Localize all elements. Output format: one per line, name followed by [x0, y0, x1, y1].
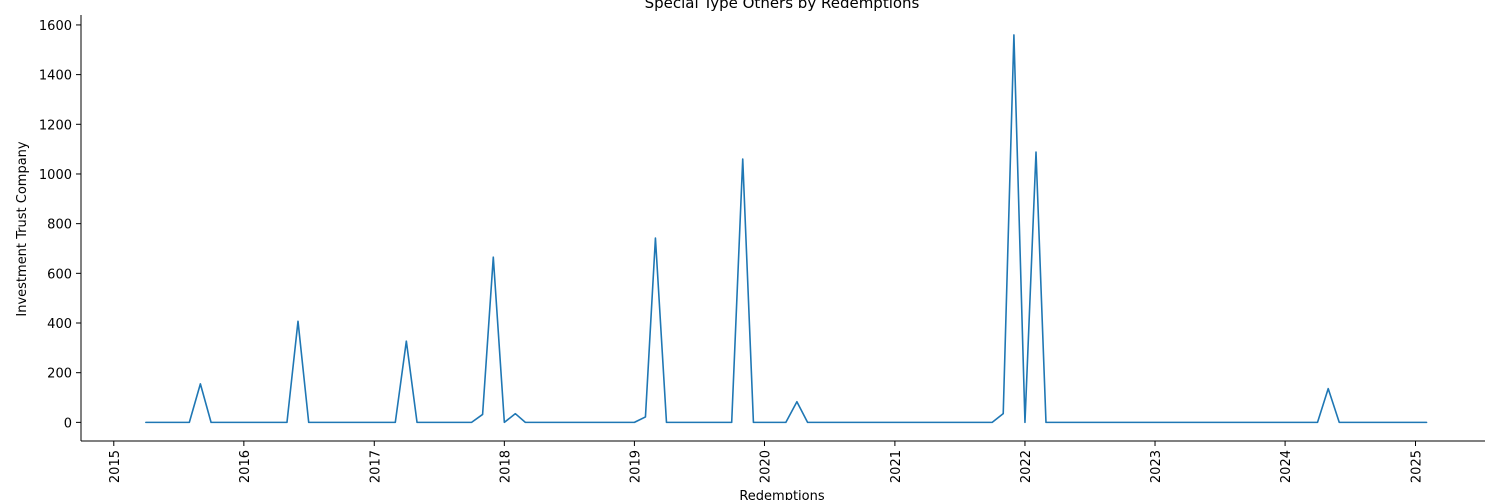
y-tick-label: 1400	[39, 69, 72, 84]
x-tick-label: 2024	[1279, 450, 1294, 483]
plot-area	[145, 34, 1428, 424]
y-axis: 0 200 400 600 800 1000 1200 1400 1600	[39, 15, 82, 441]
x-axis: 2015 2016 2017 2018 2019 2020 2021 2022 2023 2024…	[81, 440, 1485, 483]
y-tick-label: 0	[64, 416, 72, 431]
x-axis-title: Redemptions	[739, 489, 825, 500]
x-tick-label: 2017	[368, 450, 383, 483]
y-tick-label: 400	[47, 317, 72, 332]
series-line-0	[145, 34, 1428, 424]
x-tick-label: 2023	[1149, 450, 1164, 483]
y-tick-label: 200	[47, 367, 72, 382]
x-tick-label: 2018	[498, 450, 513, 483]
y-tick-label: 1000	[39, 168, 72, 183]
y-tick-label: 600	[47, 267, 72, 282]
x-tick-label: 2015	[108, 450, 123, 483]
y-tick-label: 800	[47, 218, 72, 233]
x-tick-label: 2020	[758, 450, 773, 483]
chart-title: Special Type Others by Redemptions	[645, 0, 920, 12]
x-tick-label: 2021	[889, 450, 904, 483]
x-tick-label: 2019	[628, 450, 643, 483]
x-tick-label: 2016	[238, 450, 253, 483]
y-tick-label: 1600	[39, 19, 72, 34]
x-tick-label: 2025	[1410, 450, 1425, 483]
y-axis-title: Investment Trust Company	[15, 141, 30, 317]
x-tick-label: 2022	[1019, 450, 1034, 483]
y-tick-label: 1200	[39, 118, 72, 133]
